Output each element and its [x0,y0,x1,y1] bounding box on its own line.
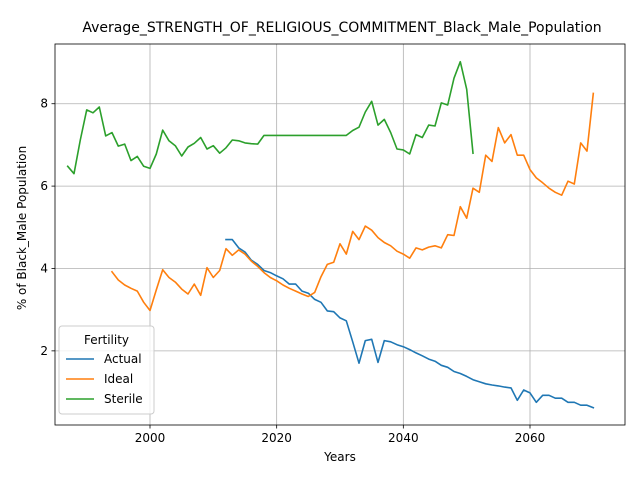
y-tick-label: 2 [40,344,48,358]
y-tick-label: 8 [40,97,48,111]
plot-area [54,43,626,426]
x-tick-label: 2020 [261,431,292,445]
series-line-ideal [110,92,595,312]
y-axis-label: % of Black_Male Population [15,146,29,310]
legend-label-sterile: Sterile [104,392,143,406]
y-tick-label: 6 [40,179,48,193]
chart-title: Average_STRENGTH_OF_RELIGIOUS_COMMITMENT… [82,20,601,36]
series-lines [66,60,595,409]
legend-label-ideal: Ideal [104,372,133,386]
x-tick-label: 2060 [515,431,546,445]
legend-box [58,325,155,415]
x-tick-label: 2000 [135,431,166,445]
y-tick-label: 4 [40,261,48,275]
x-tick-label: 2040 [388,431,419,445]
series-line-sterile [66,60,474,175]
legend-entries: Actual Ideal Sterile [66,352,143,406]
axis-ticks: 2000 2020 2040 2060 2 4 6 8 [40,97,545,445]
legend: Fertility Actual Ideal Sterile [58,325,155,415]
x-axis-label: Years [323,450,356,464]
legend-title: Fertility [84,333,129,347]
series-line-actual [225,238,595,409]
legend-label-actual: Actual [104,352,142,366]
grid [55,44,625,425]
